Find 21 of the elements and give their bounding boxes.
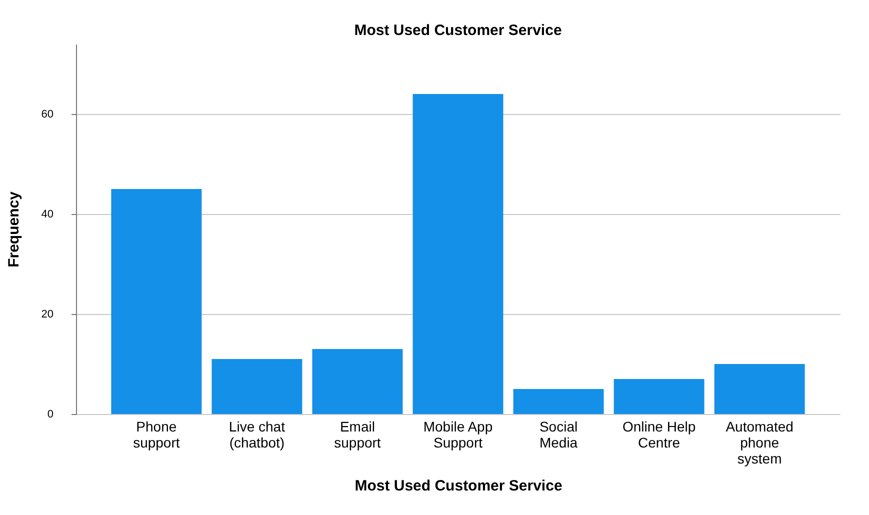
- y-tick-label: 60: [41, 108, 54, 120]
- bar: [614, 379, 704, 414]
- x-tick-label: Social Media: [539, 418, 578, 450]
- x-tick-label: Phone support: [133, 418, 180, 450]
- y-tick-label: 0: [47, 408, 54, 420]
- bar: [312, 349, 403, 414]
- x-tick-label: Online Help Centre: [622, 418, 696, 450]
- y-tick-label: 20: [41, 308, 54, 320]
- bar: [212, 359, 302, 414]
- bar: [412, 94, 504, 414]
- x-tick-label: Live chat (chatbot): [228, 418, 286, 450]
- x-tick-label: Mobile App Support: [423, 418, 493, 450]
- bar: [714, 364, 805, 414]
- x-tick-label: Automated phone system: [726, 418, 794, 466]
- bar: [111, 189, 202, 414]
- y-axis-title: Frequency: [5, 190, 22, 268]
- bar: [513, 389, 604, 414]
- x-tick-label: Email support: [334, 418, 381, 450]
- y-tick-label: 40: [41, 208, 54, 220]
- chart-title: Most Used Customer Service: [354, 22, 562, 39]
- x-axis-title: Most Used Customer Service: [354, 478, 562, 494]
